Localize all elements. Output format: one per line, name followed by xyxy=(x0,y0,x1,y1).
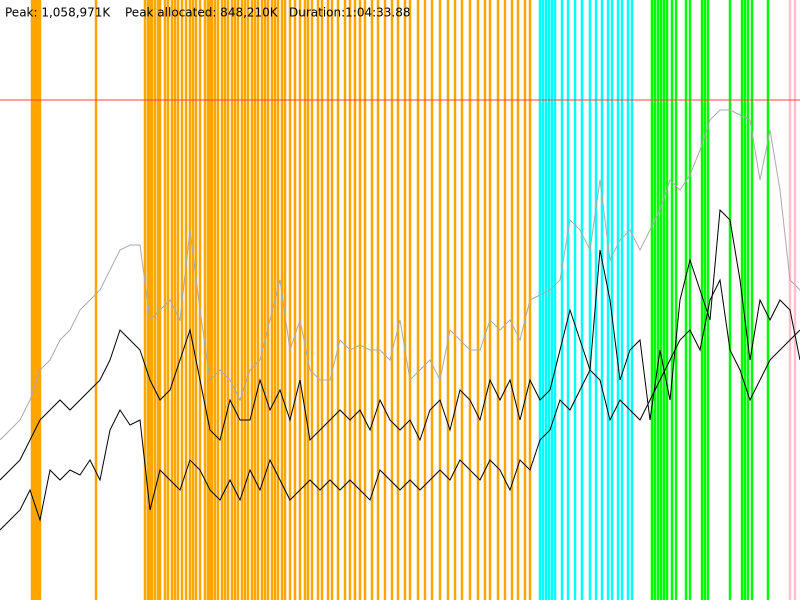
events xyxy=(30,0,797,600)
series-line xyxy=(0,278,800,531)
header: Peak: 1,058,971K Peak allocated: 848,210K… xyxy=(5,6,411,20)
series-line xyxy=(0,208,800,481)
header-label: Duration:1:04:33.88 xyxy=(289,6,411,20)
series-line xyxy=(0,109,800,441)
header-label: Peak allocated: 848,210K xyxy=(125,6,279,20)
lines xyxy=(0,99,800,531)
header-label: Peak: 1,058,971K xyxy=(5,6,111,20)
